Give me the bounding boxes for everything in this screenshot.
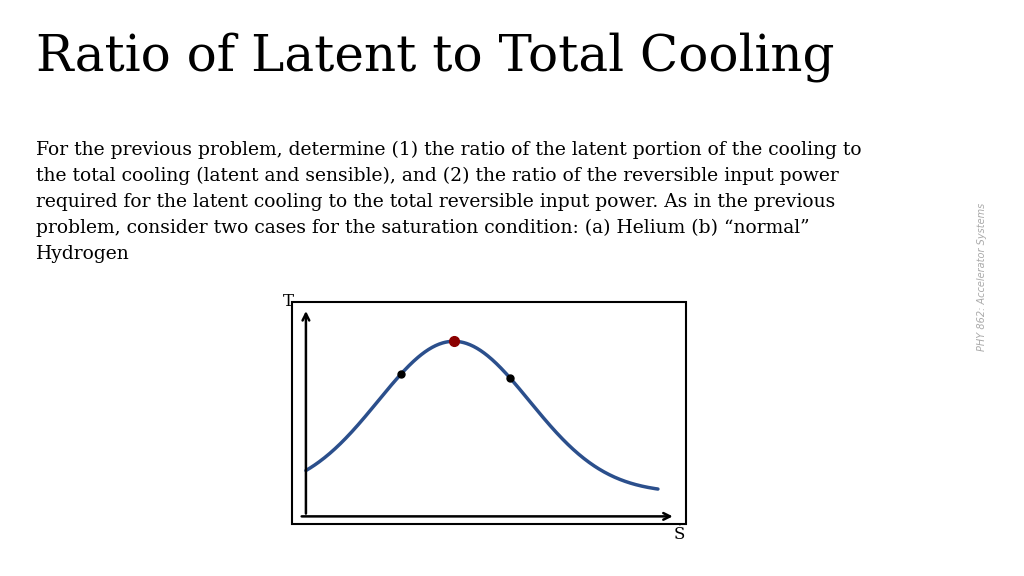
Text: For the previous problem, determine (1) the ratio of the latent portion of the c: For the previous problem, determine (1) … [36, 141, 861, 263]
Text: PHY 862: Accelerator Systems: PHY 862: Accelerator Systems [977, 202, 987, 351]
Text: Ś: Ś [674, 526, 685, 543]
Text: Ratio of Latent to Total Cooling: Ratio of Latent to Total Cooling [36, 32, 835, 82]
Text: T: T [283, 293, 294, 310]
Text: 7: 7 [969, 517, 995, 555]
